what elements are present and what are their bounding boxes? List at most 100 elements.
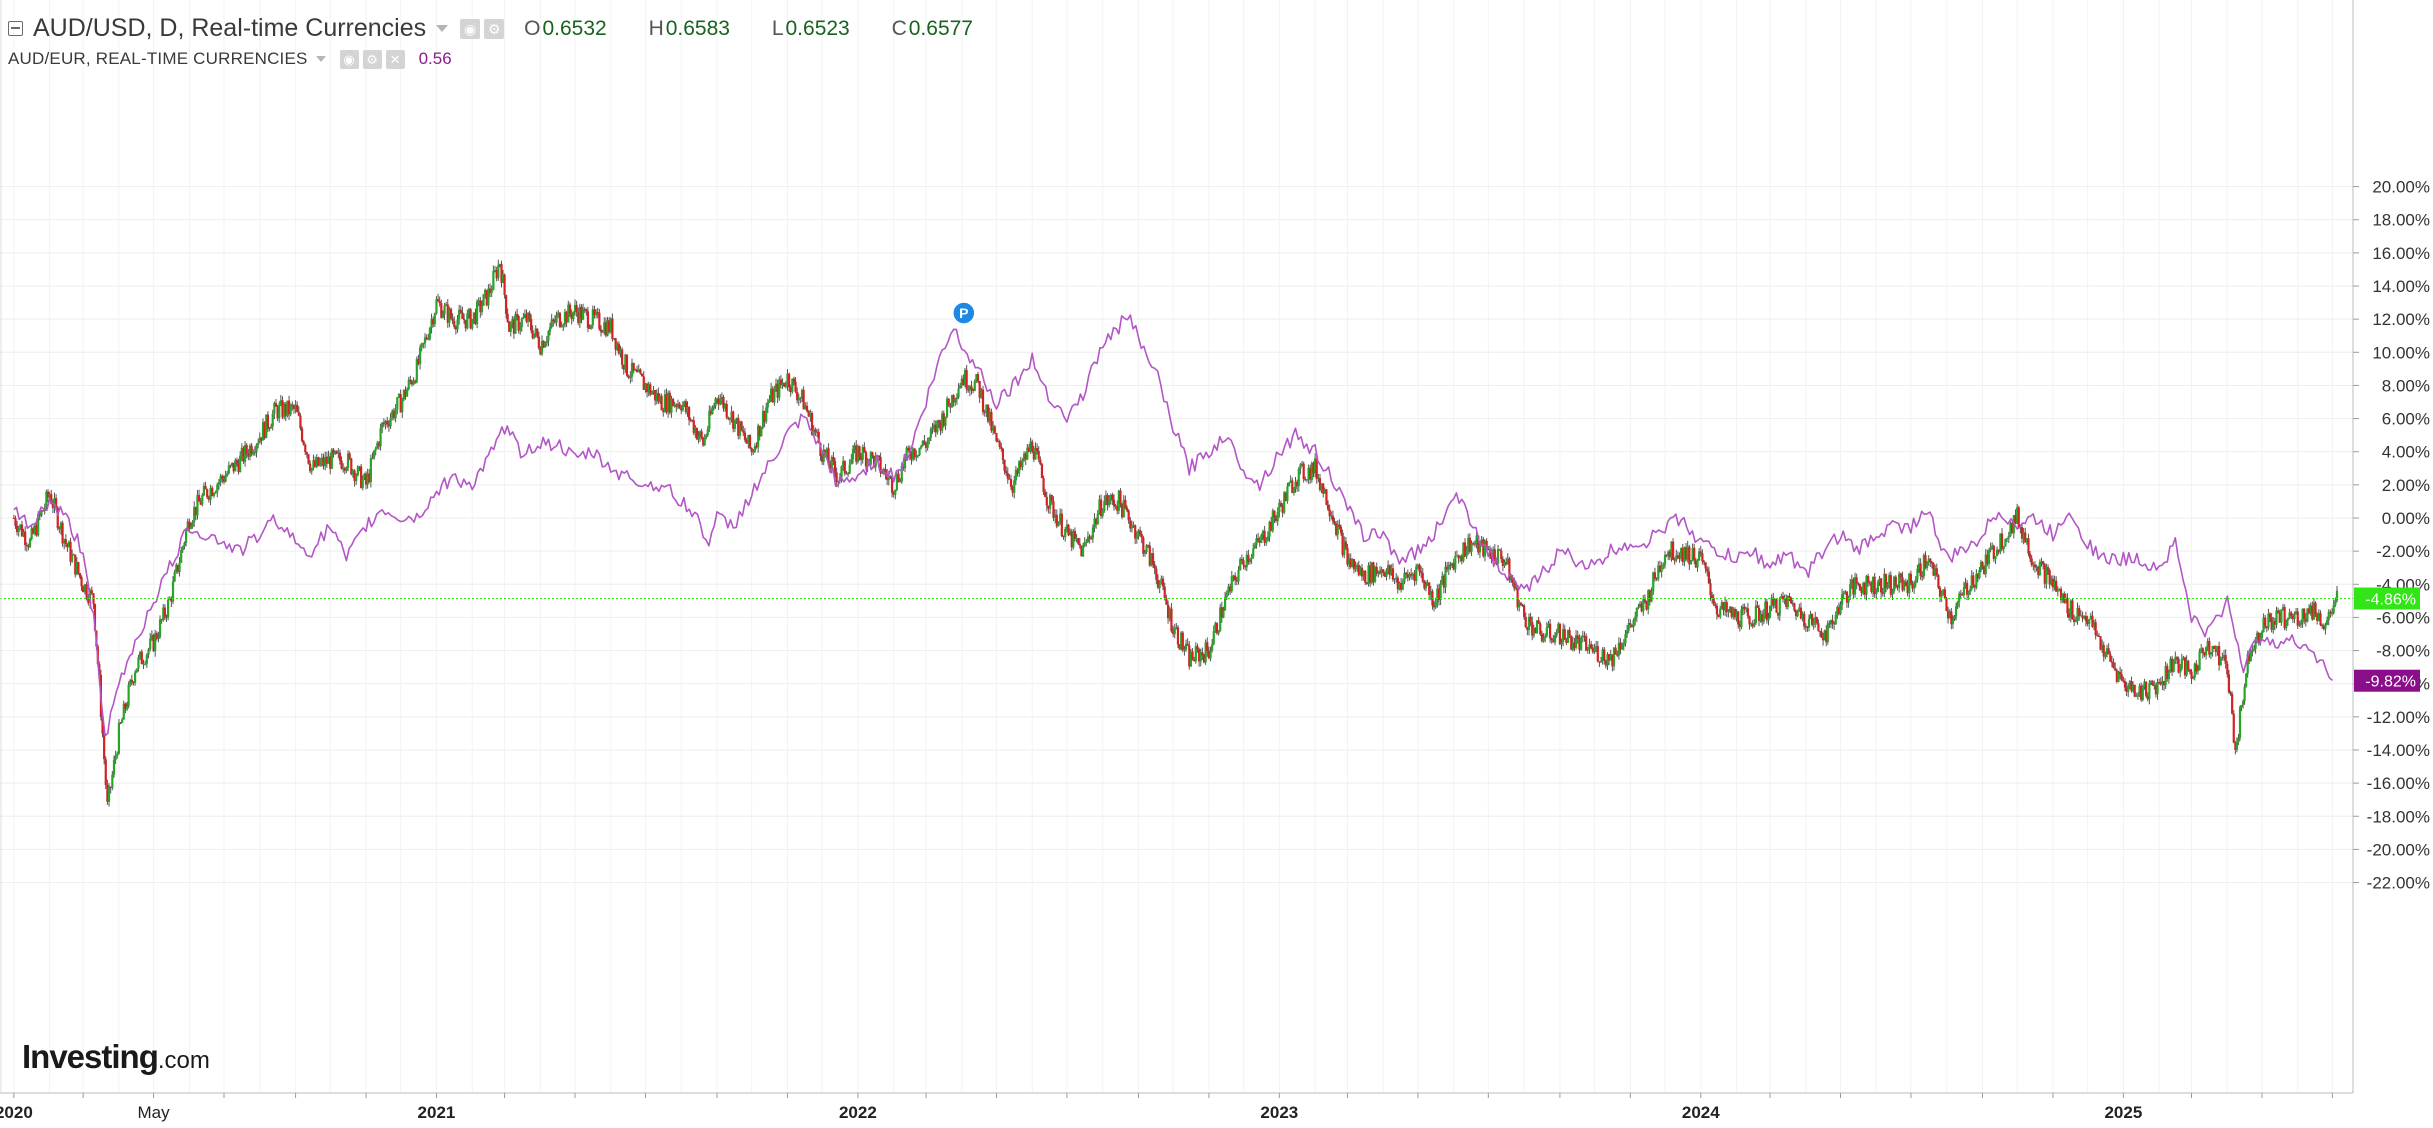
candle-body [15,526,19,533]
candle-body [1351,559,1354,567]
candle-body [1837,607,1841,614]
candle-body [1565,639,1568,643]
candle-body [1401,582,1404,590]
chevron-down-icon[interactable] [315,56,326,62]
candle-body [1201,652,1204,656]
eye-icon[interactable]: ◉ [339,49,359,69]
candle-body [1305,479,1309,481]
candle-body [544,343,547,348]
candle-body [647,384,650,393]
candle-body [598,312,601,330]
candle-body [2120,674,2123,681]
candle-body [871,452,874,456]
candle-body [85,584,88,599]
candle-body [611,318,614,340]
candle-body [2234,742,2237,750]
candle-body [1724,602,1727,611]
candle-body [90,590,93,594]
candle-body [1075,538,1078,540]
candle-body [1104,495,1108,502]
candle-body [32,528,35,534]
candle-body [224,475,227,482]
candle-body [155,633,158,639]
candle-body [2334,600,2337,606]
candle-body [1328,509,1331,517]
candle-body [757,425,760,448]
candle-body [959,385,962,389]
candle-body [1924,555,1927,568]
candle-body [2127,685,2130,692]
candle-body [1322,483,1325,494]
candle-body [715,398,719,400]
candle-body [407,379,410,390]
candle-body [427,338,430,340]
candle-body [660,396,663,411]
chevron-down-icon[interactable] [436,25,449,32]
candle-body [422,343,425,345]
candle-body [404,389,407,397]
candle-body [650,392,654,395]
candle-body [1429,591,1432,595]
candle-body [1245,554,1248,568]
candle-body [1527,616,1531,631]
candle-body [132,682,135,684]
y-tick-label: 2.00% [2382,476,2430,495]
candle-body [1142,537,1145,554]
gear-icon[interactable]: ⚙ [484,18,505,39]
candle-body [2273,620,2276,625]
candle-body [423,337,427,344]
candle-body [209,487,212,500]
candle-body [1867,575,1870,583]
main-symbol-label[interactable]: AUD/USD, D, Real-time Currencies [33,14,427,42]
close-icon[interactable]: ✕ [385,49,405,69]
candle-body [1506,558,1509,564]
candle-body [1370,562,1373,583]
candle-body [1086,536,1090,542]
candle-body [2216,646,2219,652]
candle-body [374,448,377,451]
candle-body [1834,614,1837,625]
candle-body [1927,558,1930,563]
x-tick-label: 2021 [418,1103,456,1122]
candle-body [279,400,282,405]
candle-body [563,311,567,325]
candle-body [1490,556,1493,559]
candle-body [361,479,364,488]
candle-body [522,317,525,319]
candle-body [112,759,116,775]
candle-body [884,469,887,475]
gear-icon[interactable]: ⚙ [362,49,382,69]
candle-body [2275,610,2278,625]
candle-body [1279,502,1283,506]
candle-body [738,421,742,436]
candle-body [149,638,152,650]
candle-body [1493,549,1496,562]
candle-body [219,475,222,482]
candle-body [840,466,843,478]
candle-body [17,527,20,533]
candle-body [1266,536,1269,541]
candle-body [234,460,237,472]
candle-body [1793,603,1796,611]
candle-body [189,526,193,529]
candle-body [1413,573,1416,581]
candle-body [1346,547,1349,565]
collapse-icon[interactable] [8,21,23,36]
candle-body [2304,618,2307,622]
candle-body [732,411,735,429]
candle-body [417,358,420,364]
y-tick-label: -2.00% [2376,542,2430,561]
candle-body [1643,599,1646,602]
candle-body [2307,608,2311,614]
candle-body [1026,447,1029,460]
marker-badge[interactable] [952,301,976,325]
candle-body [1019,461,1022,468]
candle-body [1330,515,1333,517]
eye-icon[interactable]: ◉ [460,18,481,39]
compare-symbol-label[interactable]: AUD/EUR, REAL-TIME CURRENCIES [8,49,308,68]
candle-body [1964,582,1967,588]
marker[interactable]: P [952,301,976,325]
candle-body [1343,541,1346,556]
candle-body [1786,596,1789,607]
